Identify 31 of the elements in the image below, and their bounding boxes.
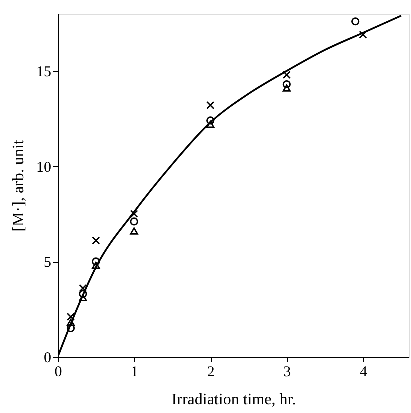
point: [282, 70, 291, 80]
point: [130, 228, 138, 235]
point: [92, 262, 100, 270]
x-tick-label: 4: [360, 364, 368, 380]
x-tick-label: 1: [131, 364, 139, 380]
y-axis-title: [M·], arb. unit: [10, 140, 28, 232]
point: [92, 258, 100, 266]
point: [66, 324, 76, 332]
y-tick-label: 10: [36, 160, 52, 176]
x-axis-title: Irradiation time, hr.: [172, 392, 296, 408]
point: [352, 18, 360, 26]
x-tick-label: 2: [207, 364, 215, 380]
point: [206, 116, 215, 125]
point: [206, 120, 215, 128]
y-tick-label: 15: [36, 64, 52, 81]
point: [79, 284, 88, 292]
x-tick-label: 3: [284, 364, 292, 380]
point: [130, 210, 138, 218]
point: [359, 30, 368, 40]
point: [130, 218, 138, 226]
point: [79, 290, 88, 298]
point: [92, 236, 100, 245]
point: [206, 101, 215, 110]
point: [79, 294, 88, 302]
point: [66, 312, 76, 322]
y-tick-label: 5: [44, 255, 52, 272]
point: [282, 84, 291, 92]
point: [66, 319, 76, 326]
x-tick-label: 0: [54, 364, 62, 380]
y-tick-label: 0: [44, 350, 52, 366]
point: [282, 80, 291, 89]
